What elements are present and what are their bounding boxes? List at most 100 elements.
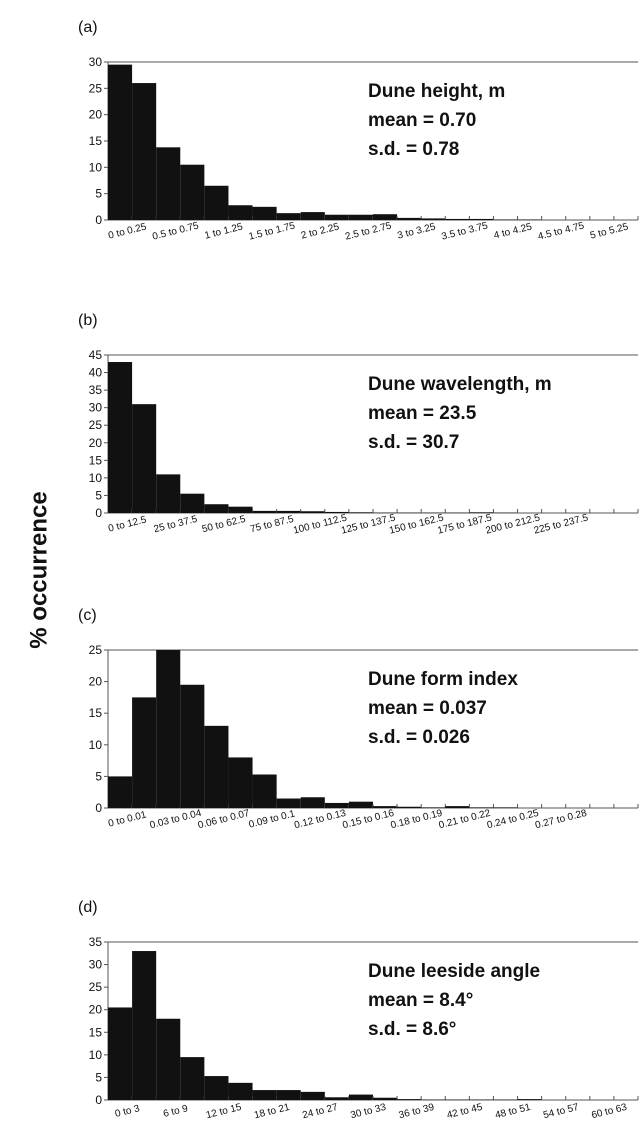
y-tick-label: 15	[89, 134, 103, 148]
panel-label: (a)	[78, 19, 98, 36]
bar	[132, 83, 157, 220]
bar	[421, 218, 446, 220]
bar	[397, 1099, 422, 1100]
panel-label: (c)	[78, 607, 97, 624]
bar	[228, 205, 253, 220]
x-tick-label: 42 to 45	[446, 1102, 484, 1122]
x-tick-label: 60 to 63	[590, 1102, 628, 1122]
x-tick-label: 0 to 12.5	[107, 514, 148, 534]
bar	[469, 512, 494, 513]
x-tick-label: 3.5 to 3.75	[440, 220, 489, 242]
bar	[228, 506, 253, 513]
bar	[373, 214, 398, 220]
bar	[421, 807, 446, 808]
bar	[373, 1097, 398, 1100]
bar	[397, 806, 422, 808]
bar	[180, 1057, 205, 1100]
y-tick-label: 20	[89, 436, 103, 450]
bar	[108, 64, 133, 220]
bar	[300, 797, 325, 808]
bar	[493, 807, 518, 808]
x-tick-label: 12 to 15	[205, 1102, 243, 1122]
y-tick-label: 30	[89, 958, 103, 972]
bar	[204, 185, 229, 220]
bar	[180, 684, 205, 808]
bar	[276, 1090, 301, 1100]
bar	[324, 214, 349, 220]
bar	[348, 512, 373, 513]
y-tick-label: 30	[89, 401, 103, 415]
bar	[324, 1097, 349, 1100]
y-tick-label: 10	[89, 738, 103, 752]
y-tick-label: 0	[95, 506, 102, 520]
bar	[517, 1099, 542, 1100]
annotation: mean = 8.4°	[368, 990, 473, 1011]
annotation: mean = 0.70	[368, 110, 476, 131]
x-tick-label: 150 to 162.5	[388, 512, 445, 536]
y-tick-label: 20	[89, 108, 103, 122]
bar	[445, 806, 470, 808]
x-tick-label: 0.06 to 0.07	[197, 808, 251, 832]
annotation: mean = 0.037	[368, 698, 487, 719]
x-tick-label: 100 to 112.5	[292, 512, 348, 536]
bar	[132, 404, 157, 513]
x-tick-label: 75 to 87.5	[249, 514, 295, 536]
x-tick-label: 1.5 to 1.75	[248, 220, 297, 242]
bar	[252, 206, 277, 220]
x-tick-label: 0.09 to 0.1	[248, 808, 297, 830]
y-tick-label: 5	[95, 488, 102, 502]
x-tick-label: 0.24 to 0.25	[486, 808, 540, 832]
bar	[156, 650, 181, 808]
x-tick-label: 4 to 4.25	[493, 221, 534, 241]
bar	[348, 1094, 373, 1100]
bar	[324, 511, 349, 513]
y-tick-label: 25	[89, 643, 103, 657]
y-tick-label: 45	[89, 348, 103, 362]
y-tick-label: 25	[89, 81, 103, 95]
x-tick-label: 0 to 3	[114, 1103, 141, 1120]
x-tick-label: 0 to 0.25	[107, 221, 148, 241]
bar	[276, 213, 301, 220]
y-tick-label: 5	[95, 187, 102, 201]
y-tick-label: 25	[89, 980, 103, 994]
y-tick-label: 20	[89, 1003, 103, 1017]
bar	[276, 798, 301, 808]
bar	[300, 212, 325, 220]
bar	[300, 1091, 325, 1100]
annotation: Dune wavelength, m	[368, 374, 552, 395]
x-tick-label: 125 to 137.5	[340, 512, 397, 536]
y-tick-label: 15	[89, 1025, 103, 1039]
annotation: s.d. = 0.026	[368, 727, 470, 748]
annotation: Dune height, m	[368, 81, 505, 102]
bar	[252, 510, 277, 513]
bar	[397, 217, 422, 220]
bar	[156, 147, 181, 220]
x-tick-label: 48 to 51	[494, 1102, 532, 1122]
y-tick-label: 35	[89, 383, 103, 397]
bar	[348, 214, 373, 220]
y-axis-label: % occurrence	[25, 491, 52, 648]
y-tick-label: 15	[89, 453, 103, 467]
y-tick-label: 25	[89, 418, 103, 432]
bar	[493, 219, 518, 220]
x-tick-label: 0.03 to 0.04	[149, 808, 203, 832]
bar	[228, 757, 253, 808]
x-tick-label: 3 to 3.25	[396, 221, 437, 241]
y-tick-label: 0	[95, 213, 102, 227]
y-tick-label: 20	[89, 675, 103, 689]
bar	[300, 511, 325, 513]
bar	[252, 774, 277, 808]
x-tick-label: 0.18 to 0.19	[390, 808, 444, 832]
x-tick-label: 200 to 212.5	[485, 512, 542, 536]
bar	[156, 474, 181, 513]
bar	[252, 1090, 277, 1100]
x-tick-label: 2.5 to 2.75	[344, 220, 393, 242]
bar	[276, 510, 301, 513]
x-tick-label: 0.27 to 0.28	[534, 808, 588, 832]
bar	[324, 802, 349, 808]
bar	[469, 807, 494, 808]
bar	[180, 493, 205, 513]
x-tick-label: 30 to 33	[349, 1102, 387, 1122]
annotation: Dune form index	[368, 669, 518, 690]
bar	[204, 504, 229, 513]
